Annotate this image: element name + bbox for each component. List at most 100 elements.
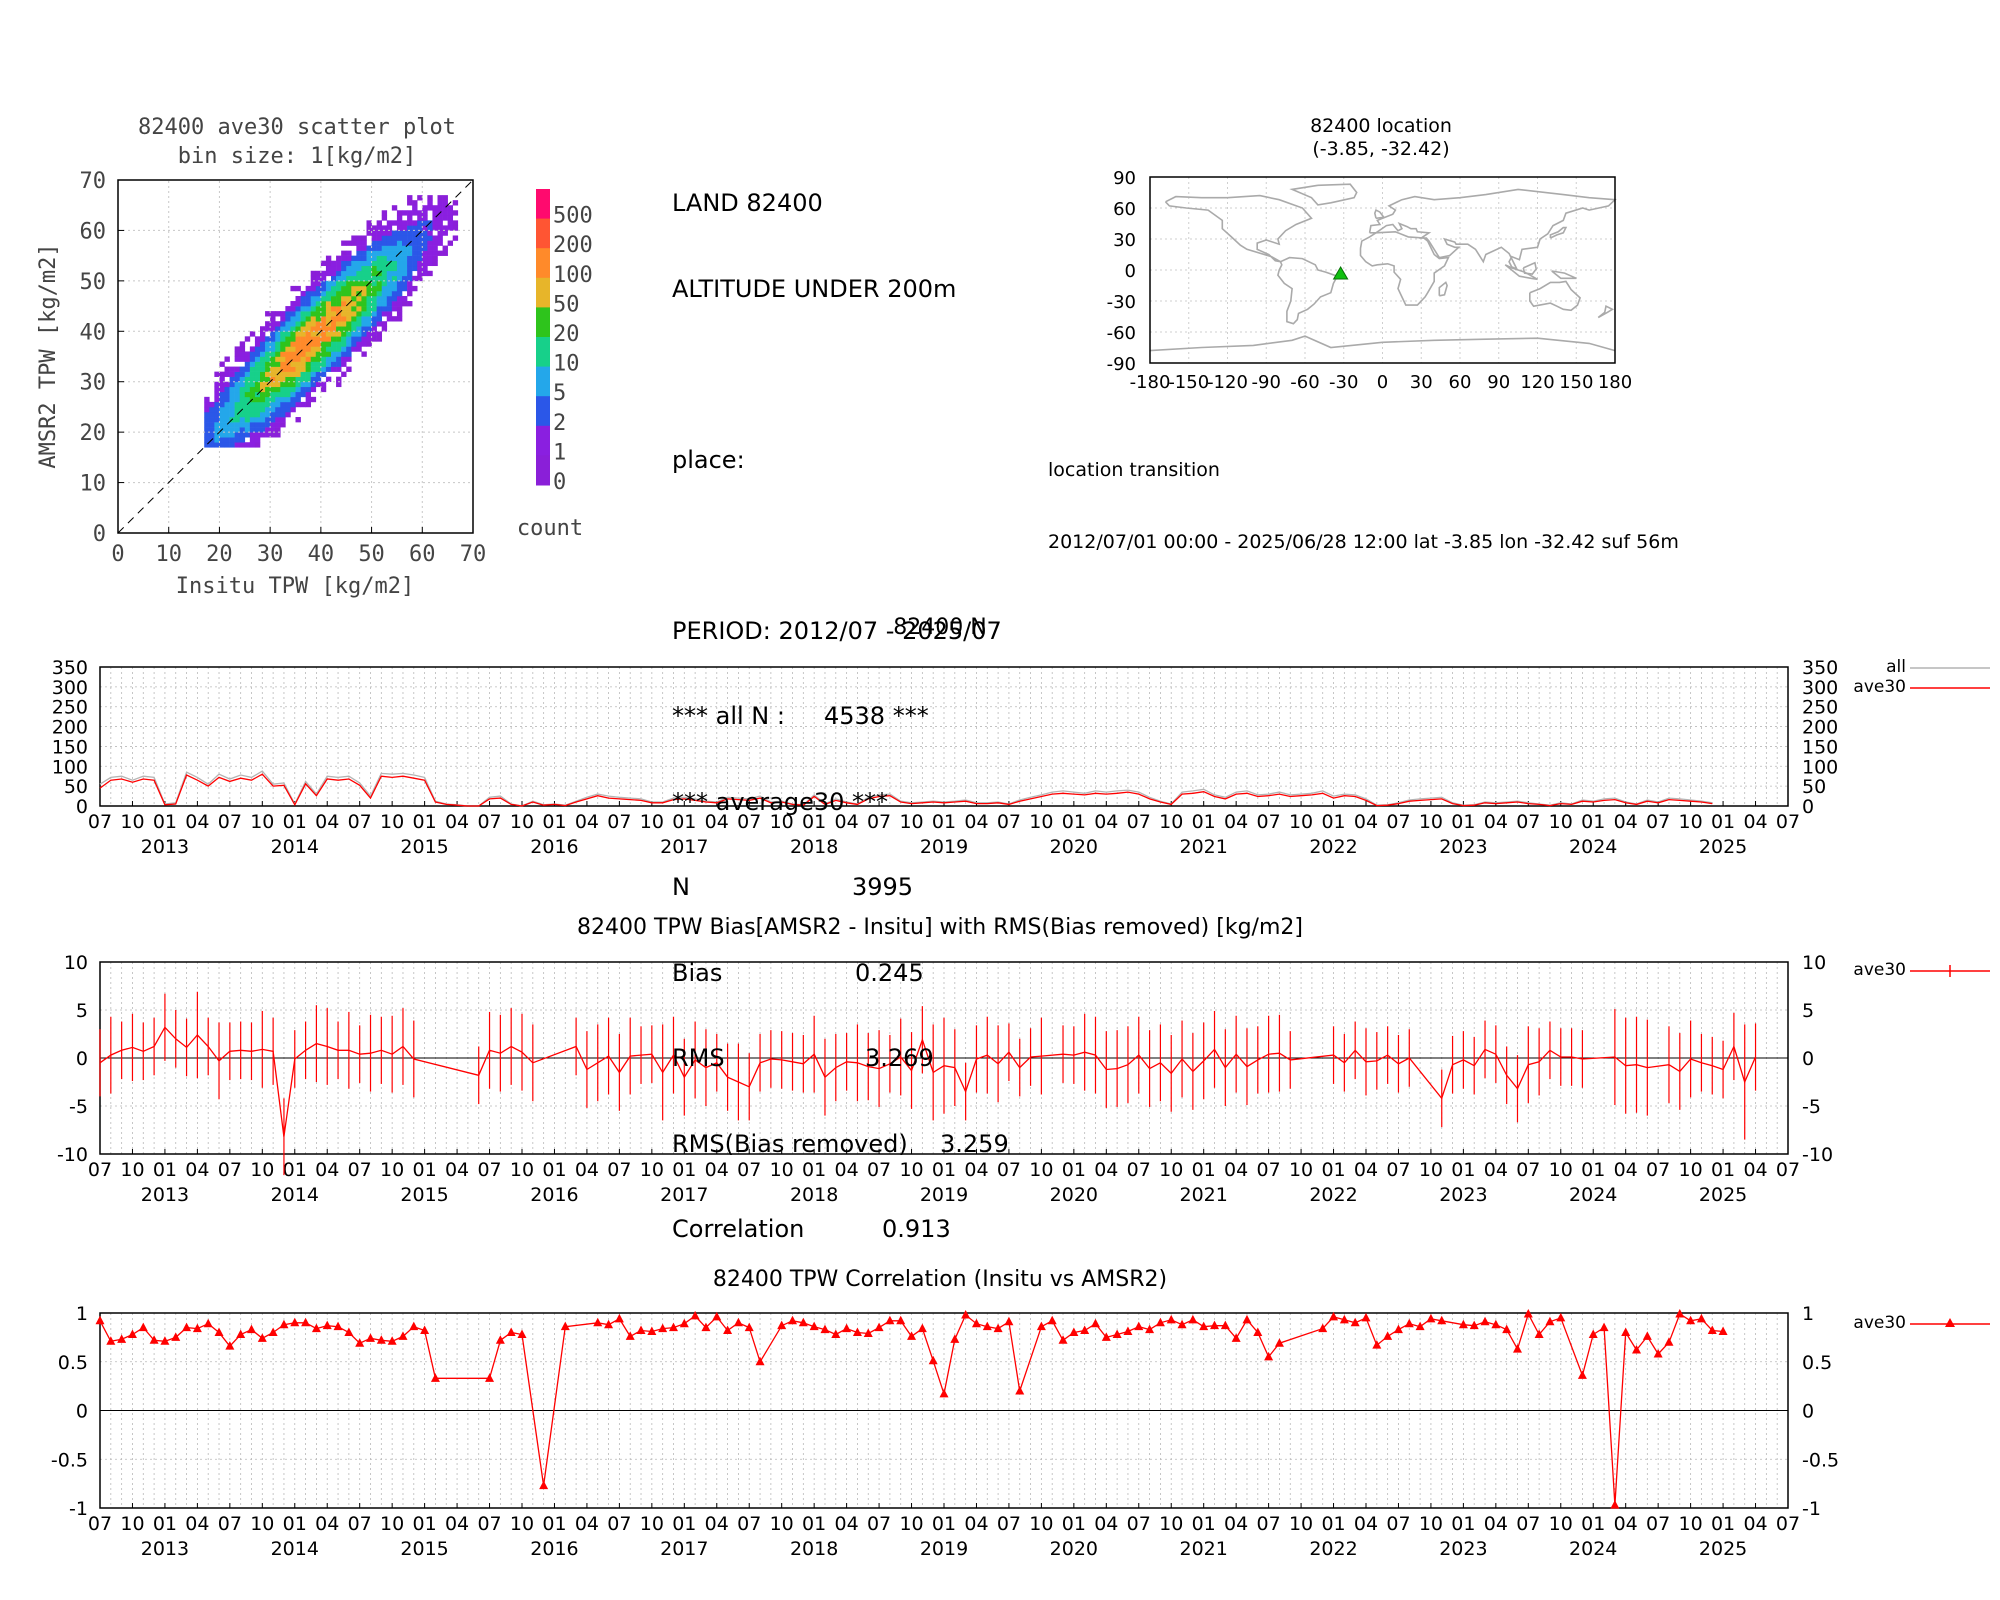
rmsb-value: 3.259 bbox=[940, 1129, 1009, 1158]
scatter-cell bbox=[239, 341, 246, 347]
scatter-cell bbox=[336, 366, 342, 372]
scatter-cell bbox=[310, 381, 317, 388]
corr-point bbox=[950, 1334, 960, 1343]
scatter-cell bbox=[239, 366, 246, 372]
all-n-row: *** all N : 4538 *** bbox=[672, 702, 1002, 731]
scatter-cell bbox=[381, 280, 388, 287]
corr-point bbox=[560, 1321, 570, 1331]
scatter-cell bbox=[356, 336, 362, 342]
scatter-cell bbox=[331, 306, 337, 312]
scatter-cell bbox=[376, 311, 383, 317]
scatter-cell bbox=[341, 290, 347, 297]
scatter-cell bbox=[280, 381, 286, 388]
scatter-cell bbox=[305, 336, 312, 342]
scatter-cell bbox=[402, 230, 408, 236]
map-lon-label: 60 bbox=[1449, 372, 1472, 393]
scatter-cell bbox=[417, 275, 423, 282]
scatter-cell bbox=[310, 336, 317, 342]
month-label: 01 bbox=[1711, 1513, 1735, 1535]
month-label: 07 bbox=[1257, 811, 1281, 833]
scatter-cell bbox=[356, 341, 362, 347]
scatter-cell bbox=[356, 326, 362, 332]
scatter-cell bbox=[290, 336, 296, 342]
scatter-cell bbox=[361, 326, 367, 332]
corr-point bbox=[495, 1335, 505, 1344]
scatter-cell bbox=[361, 306, 367, 312]
scatter-cell bbox=[239, 356, 246, 362]
scatter-cell bbox=[381, 290, 388, 297]
scatter-cell bbox=[432, 215, 438, 221]
scatter-cell bbox=[376, 235, 383, 241]
scatter-cell bbox=[224, 356, 230, 362]
scatter-cell bbox=[249, 411, 256, 418]
scatter-cell bbox=[295, 356, 301, 362]
y-tick-label: -10 bbox=[57, 1144, 88, 1166]
scatter-cell bbox=[442, 195, 448, 201]
month-label: 01 bbox=[1581, 811, 1605, 833]
scatter-cell bbox=[239, 391, 246, 398]
colorbar-title: count bbox=[517, 516, 583, 541]
scatter-cell bbox=[275, 386, 281, 393]
all-n-value: 4538 *** bbox=[824, 702, 929, 730]
scatter-cell bbox=[219, 381, 225, 388]
scatter-cell bbox=[219, 432, 225, 438]
scatter-cell bbox=[417, 225, 423, 231]
scatter-cell bbox=[290, 356, 296, 362]
month-label: 07 bbox=[218, 811, 242, 833]
month-label: 07 bbox=[348, 1159, 372, 1181]
scatter-cell bbox=[331, 331, 337, 337]
scatter-cell bbox=[214, 437, 220, 443]
corr-legend: ave30 bbox=[1853, 1313, 1990, 1333]
map-lon-label: -120 bbox=[1207, 372, 1248, 393]
scatter-cell bbox=[447, 205, 454, 211]
corr-legend-marker bbox=[1945, 1318, 1955, 1327]
scatter-cell bbox=[219, 411, 225, 418]
year-label: 2024 bbox=[1569, 836, 1617, 858]
scatter-cell bbox=[270, 346, 276, 352]
scatter-cell bbox=[402, 270, 408, 277]
month-label: 01 bbox=[283, 1513, 307, 1535]
scatter-title-line1: 82400 ave30 scatter plot bbox=[138, 115, 456, 140]
colorbar-label: 500 bbox=[553, 204, 593, 229]
map-lon-label: -90 bbox=[1252, 372, 1281, 393]
month-label: 10 bbox=[120, 1513, 144, 1535]
scatter-cell bbox=[219, 386, 225, 393]
scatter-cell bbox=[407, 210, 413, 216]
corr-point bbox=[268, 1327, 278, 1336]
scatter-cell bbox=[265, 346, 271, 352]
scatter-cell bbox=[315, 285, 322, 292]
scatter-cell bbox=[437, 215, 443, 221]
scatter-cell bbox=[452, 225, 459, 231]
scatter-cell bbox=[447, 215, 454, 221]
scatter-cell bbox=[315, 280, 322, 287]
scatter-cell bbox=[371, 230, 377, 236]
map-frame bbox=[1149, 176, 1616, 364]
scatter-cell bbox=[402, 210, 408, 216]
scatter-cell bbox=[331, 260, 337, 267]
year-label: 2023 bbox=[1439, 1184, 1487, 1206]
corr-point bbox=[842, 1323, 852, 1333]
month-label: 04 bbox=[185, 1513, 209, 1535]
scatter-cell bbox=[214, 422, 220, 428]
australia-coast bbox=[1529, 280, 1582, 312]
scatter-cell bbox=[437, 235, 443, 241]
scatter-cell bbox=[244, 432, 251, 438]
scatter-cell bbox=[224, 427, 230, 433]
scatter-cell bbox=[371, 255, 377, 261]
corr-point bbox=[907, 1331, 917, 1340]
scatter-cell bbox=[376, 290, 383, 297]
scatter-cell bbox=[325, 265, 332, 272]
corr-point bbox=[896, 1315, 906, 1325]
rmsb-row: RMS(Bias removed) 3.259 bbox=[672, 1130, 1009, 1159]
scatter-cell bbox=[320, 371, 327, 377]
scatter-cell bbox=[265, 366, 271, 372]
scatter-cell bbox=[325, 351, 332, 357]
scatter-cell bbox=[346, 321, 352, 327]
scatter-cell bbox=[315, 275, 322, 282]
scatter-cell bbox=[254, 341, 261, 347]
scatter-cell bbox=[295, 316, 301, 322]
y-tick-label: 100 bbox=[52, 756, 88, 778]
scatter-cell bbox=[381, 270, 388, 277]
scatter-cell bbox=[371, 250, 377, 256]
scatter-cell bbox=[265, 311, 271, 317]
